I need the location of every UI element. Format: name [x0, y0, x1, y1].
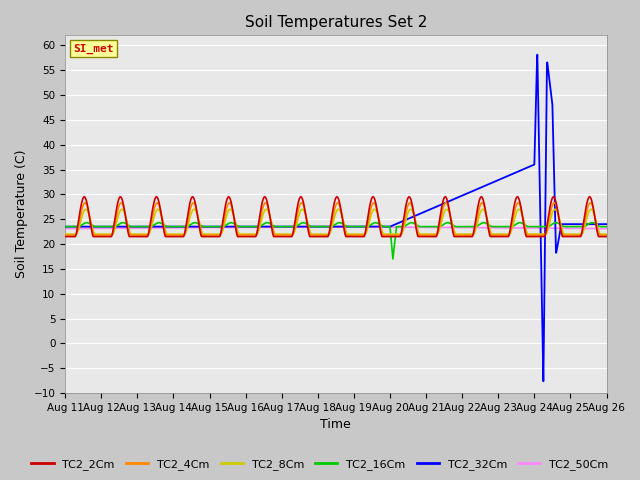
Y-axis label: Soil Temperature (C): Soil Temperature (C): [15, 150, 28, 278]
Legend: TC2_2Cm, TC2_4Cm, TC2_8Cm, TC2_16Cm, TC2_32Cm, TC2_50Cm: TC2_2Cm, TC2_4Cm, TC2_8Cm, TC2_16Cm, TC2…: [27, 455, 613, 474]
Title: Soil Temperatures Set 2: Soil Temperatures Set 2: [244, 15, 427, 30]
X-axis label: Time: Time: [321, 419, 351, 432]
Text: SI_met: SI_met: [73, 43, 114, 54]
